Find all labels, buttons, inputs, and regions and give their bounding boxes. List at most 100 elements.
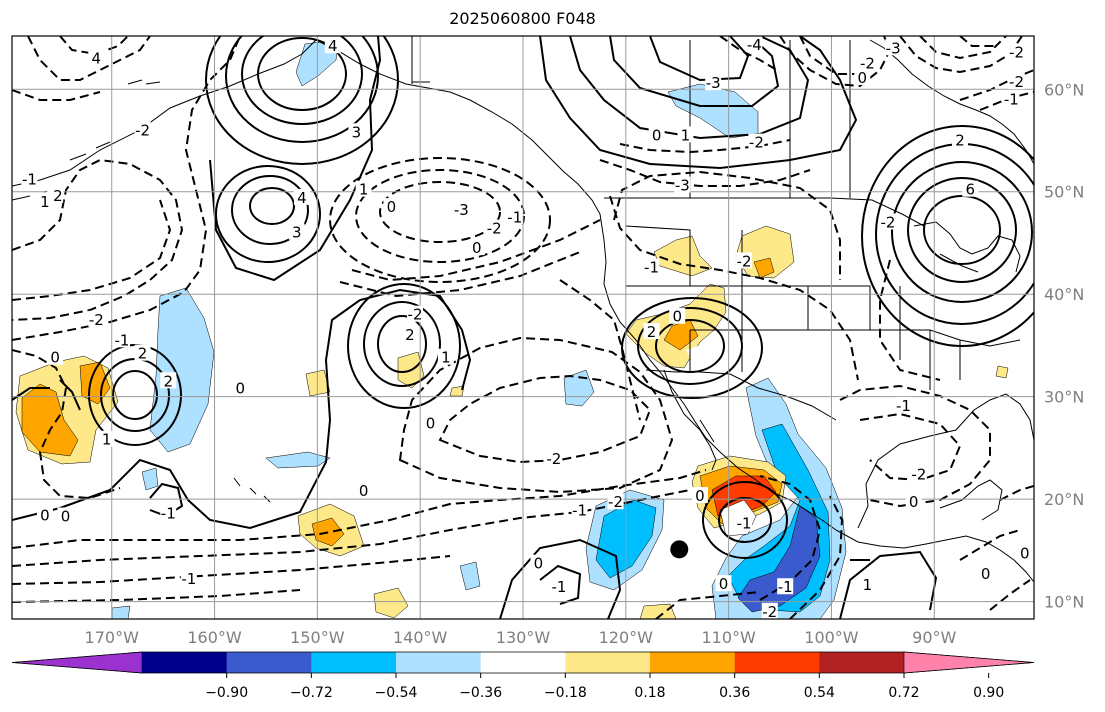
contour-label: 1 <box>441 349 451 367</box>
lon-tick-label: 170°W <box>85 628 140 647</box>
map-title: 2025060800 F048 <box>449 9 596 28</box>
contour-label-bg <box>486 219 503 236</box>
graticule <box>12 36 1034 619</box>
contour-label-bg <box>761 602 778 619</box>
location-marker <box>670 540 689 559</box>
border-us-canada <box>604 197 925 227</box>
border-states-1 <box>625 225 871 372</box>
contour-label-bg <box>643 323 660 340</box>
contour-label: 3 <box>352 123 362 141</box>
lat-tick-label: 20°N <box>1044 490 1084 509</box>
coast-west-us <box>599 213 837 531</box>
contour-label: 0 <box>1020 544 1030 562</box>
contour-label: -3 <box>454 201 469 219</box>
contour-label-bg <box>705 74 722 91</box>
contour-label: -1 <box>737 515 752 533</box>
contour-label: 2 <box>647 323 657 341</box>
lon-tick-label: 100°W <box>804 628 859 647</box>
contour-label: 2 <box>955 132 965 150</box>
contour-label: -2 <box>135 121 150 139</box>
contour-label: 0 <box>909 493 919 511</box>
contour-label-bg <box>36 192 53 209</box>
contour-label-bg <box>57 507 74 524</box>
shade-pos-w-pacific-core <box>21 383 79 457</box>
lat-tick-label: 50°N <box>1044 183 1084 202</box>
contour-label: -1 <box>181 570 196 588</box>
contour-label: -1 <box>778 578 793 596</box>
colorbar-tick-label: 0.18 <box>634 685 665 701</box>
contour-label-bg <box>545 450 562 467</box>
contour-label-bg <box>859 576 876 593</box>
contour-label: 6 <box>965 181 975 199</box>
contour-label-bg <box>530 554 547 571</box>
contour-label: 0 <box>652 126 662 144</box>
contour-label-bg <box>905 493 922 510</box>
contour-label: 0 <box>61 508 71 526</box>
contour-label-bg <box>736 252 753 269</box>
contour-label-bg <box>407 305 424 322</box>
contour-label: -3 <box>675 177 690 195</box>
contour-label: 1 <box>359 181 369 199</box>
shade-pos-gulf <box>995 365 1009 379</box>
contour-label-bg <box>114 331 131 348</box>
colorbar-extend-high <box>903 651 1035 674</box>
shade-neg-small-3 <box>459 561 481 591</box>
contour-label-bg <box>468 239 485 256</box>
latitude-ticks: 60°N 50°N 40°N 30°N 20°N 10°N <box>1044 80 1084 611</box>
contour-label-bg <box>180 570 197 587</box>
contour-label: -2 <box>749 134 764 152</box>
colorbar-tick-label: −0.72 <box>290 685 333 701</box>
lon-tick-label: 160°W <box>187 628 242 647</box>
contour-label: 0 <box>719 575 729 593</box>
border-canada-provinces <box>411 36 851 198</box>
shade-pos-w-pacific-core-2 <box>79 361 111 405</box>
contour-label-bg <box>859 54 876 71</box>
contour-label-bg <box>571 501 588 518</box>
contour-label-bg <box>895 396 912 413</box>
contour-label-bg <box>232 379 249 396</box>
colorbar: −0.90 −0.72 −0.54 −0.36 −0.18 0.18 0.36 0.54 0.7… <box>11 651 1035 701</box>
longitude-ticks: 170°W 160°W 150°W 140°W 130°W 120°W 110°W 100°W… <box>85 628 957 647</box>
shade-pos-nw-us-1 <box>653 235 713 277</box>
colorbar-segment <box>142 652 228 673</box>
contour-label: 1 <box>40 193 50 211</box>
contour-label-bg <box>1008 73 1025 90</box>
contour-label-bg <box>36 506 53 523</box>
contour-label: 2 <box>405 326 415 344</box>
contour-label: -1 <box>896 397 911 415</box>
contour-label: 0 <box>695 487 705 505</box>
shade-neg-mexico-strong <box>737 505 821 613</box>
contour-label: 4 <box>328 37 338 55</box>
contour-label: -2 <box>1009 73 1024 91</box>
contour-label: 1 <box>102 431 112 449</box>
contour-label: -1 <box>572 501 587 519</box>
coast-great-lakes <box>913 221 1021 273</box>
colorbar-segment <box>650 652 736 673</box>
contour-label: 4 <box>297 189 307 207</box>
contour-label-bg <box>88 49 105 66</box>
shade-pos-c-pacific-1 <box>305 369 331 397</box>
contour-label: -1 <box>115 331 130 349</box>
contour-label: -2 <box>860 55 875 73</box>
contour-label-bg <box>715 575 732 592</box>
coast-central-america <box>835 529 1034 583</box>
contour-label-bg <box>506 208 523 225</box>
lat-tick-label: 60°N <box>1044 80 1084 99</box>
contour-label-bg <box>677 126 694 143</box>
contour-label: -1 <box>552 578 567 596</box>
colorbar-tick-label: 0.54 <box>804 685 835 701</box>
colorbar-outline <box>11 651 1035 674</box>
colorbar-tick-label: 0.36 <box>719 685 750 701</box>
coast-gulf-mexico <box>857 393 1034 529</box>
lat-tick-label: 30°N <box>1044 388 1084 407</box>
lon-tick-label: 110°W <box>701 628 756 647</box>
contour-label: -1 <box>644 259 659 277</box>
contour-label: -4 <box>747 36 762 54</box>
contour-label-bg <box>355 180 372 197</box>
contour-label-bg <box>885 39 902 56</box>
contour-label-bg <box>348 123 365 140</box>
colorbar-segment <box>311 652 397 673</box>
contour-label-bg <box>550 578 567 595</box>
lon-tick-label: 120°W <box>599 628 654 647</box>
